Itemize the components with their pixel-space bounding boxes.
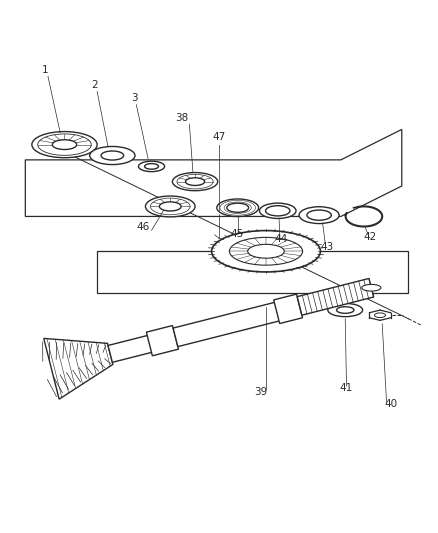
Ellipse shape [217,199,258,216]
Ellipse shape [299,207,339,223]
Ellipse shape [101,151,124,160]
Ellipse shape [374,313,385,318]
Ellipse shape [230,237,303,265]
Ellipse shape [90,147,135,165]
Text: 42: 42 [364,231,377,241]
Ellipse shape [145,164,159,169]
Ellipse shape [52,140,77,150]
Text: 40: 40 [385,399,397,409]
Polygon shape [25,130,402,216]
Polygon shape [44,338,113,399]
Text: 47: 47 [212,132,226,142]
Polygon shape [173,302,282,346]
Ellipse shape [145,196,195,217]
Ellipse shape [173,173,218,191]
Polygon shape [108,334,158,362]
Polygon shape [97,251,408,293]
Ellipse shape [265,206,290,216]
Text: 3: 3 [131,93,138,103]
Text: 1: 1 [42,65,48,75]
Ellipse shape [138,161,165,172]
Ellipse shape [212,231,321,272]
Ellipse shape [150,198,190,215]
Text: 44: 44 [275,233,288,244]
Text: 38: 38 [175,112,189,123]
Ellipse shape [362,285,381,291]
Polygon shape [297,278,374,315]
Polygon shape [146,326,178,356]
Text: 39: 39 [254,387,267,397]
Ellipse shape [159,202,181,211]
Ellipse shape [328,303,363,317]
Ellipse shape [248,244,284,258]
Ellipse shape [177,174,213,189]
Ellipse shape [307,210,331,220]
Polygon shape [274,294,303,324]
Text: 45: 45 [231,229,244,239]
Ellipse shape [38,134,91,155]
Text: 43: 43 [320,243,334,253]
Ellipse shape [32,132,97,158]
Text: 2: 2 [92,80,98,90]
Text: 41: 41 [340,383,353,393]
Ellipse shape [336,306,354,313]
Ellipse shape [227,203,249,212]
Ellipse shape [185,178,205,185]
Text: 46: 46 [136,222,149,231]
Ellipse shape [259,203,296,219]
